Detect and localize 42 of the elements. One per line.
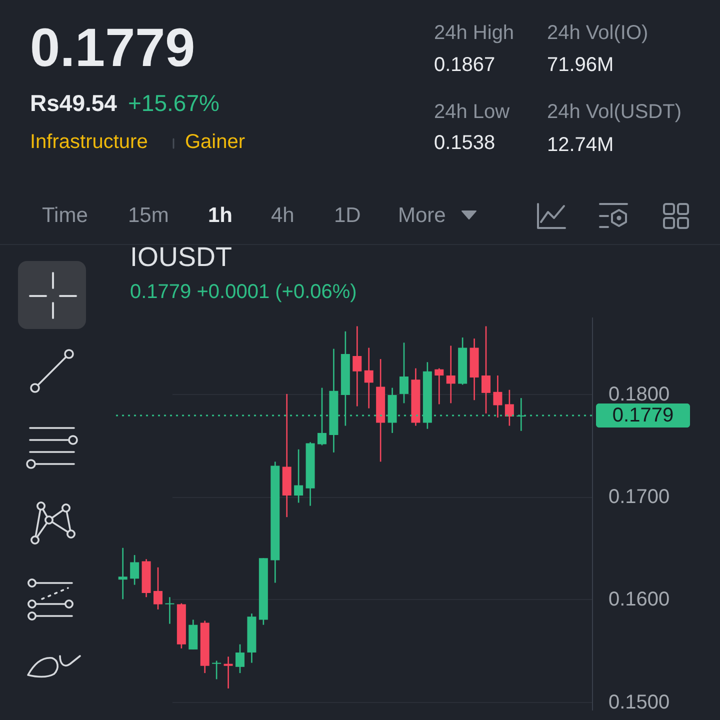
text: Infrastructure <box>30 131 148 153</box>
text: 24h High <box>434 22 514 44</box>
candlestick <box>154 566 162 610</box>
candlestick <box>493 374 502 418</box>
text: 0.1779 <box>30 18 196 78</box>
chart-subtitle: 0.1779 +0.0001 (+0.06%) <box>130 281 357 303</box>
text: 15m <box>128 204 169 227</box>
y-tick-label: 0.1700 <box>608 486 670 508</box>
candlestick <box>212 660 222 680</box>
candlestick <box>118 547 128 600</box>
text: 4h <box>271 204 294 227</box>
text: Rs49.54 <box>30 90 117 116</box>
text: Time <box>42 204 88 227</box>
text: 0.1867 <box>434 54 496 76</box>
candlestick <box>294 448 304 504</box>
text: 24h Vol(IO) <box>547 22 648 44</box>
candlestick <box>352 326 362 407</box>
chart-title: IOUSDT <box>130 242 232 272</box>
candlestick <box>446 345 456 404</box>
text: 1h <box>208 204 233 227</box>
candlestick <box>364 347 374 409</box>
candlestick <box>400 342 408 404</box>
text: 24h Vol(USDT) <box>547 101 682 123</box>
text: 1D <box>334 204 361 227</box>
candlestick <box>482 326 490 414</box>
candlestick <box>434 368 444 405</box>
text: 12.74M <box>547 134 614 156</box>
text: Gainer <box>185 131 246 153</box>
y-tick-label: 0.1800 <box>608 383 670 406</box>
candlestick <box>236 644 244 674</box>
text: 24h Low <box>434 101 510 123</box>
text: 0.1538 <box>434 132 496 154</box>
ref-line-label: 0.1779 <box>612 404 674 427</box>
text: More <box>398 204 446 227</box>
candlestick <box>165 596 174 624</box>
candlestick <box>224 656 233 690</box>
candlestick <box>130 554 140 586</box>
candlestick <box>504 389 514 426</box>
y-tick-label: 0.1500 <box>608 691 670 714</box>
text: 71.96M <box>547 54 614 76</box>
y-tick-label: 0.1600 <box>608 588 670 611</box>
text: +15.67% <box>128 90 220 116</box>
